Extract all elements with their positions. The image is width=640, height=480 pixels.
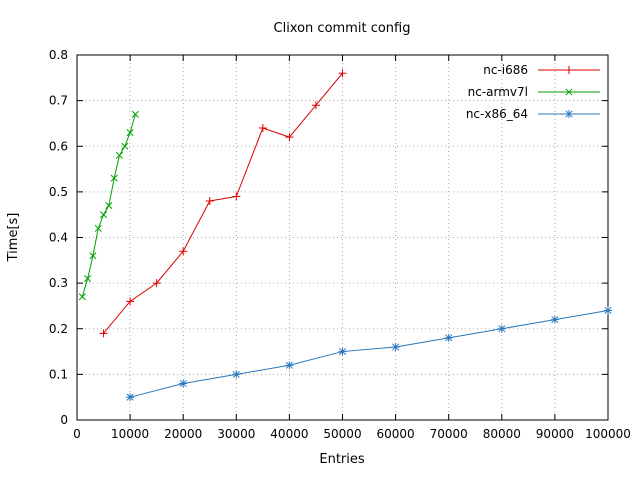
grid (76, 54, 609, 421)
x-tick-label: 50000 (323, 427, 361, 441)
x-tick-label: 10000 (111, 427, 149, 441)
plot-border (76, 54, 609, 421)
legend-marker-sample (565, 66, 573, 74)
series-line (129, 310, 609, 398)
plot-layers: 0 10000 20000 30000 40000 50000 60000 70000 8000… (49, 48, 631, 441)
y-tick-label: 0.2 (49, 322, 68, 336)
x-axis-label: Entries (319, 452, 365, 467)
legend-item-nc-i686: nc-i686 (483, 63, 600, 77)
x-tick-label: 0 (73, 427, 81, 441)
x-tick-label: 20000 (164, 427, 202, 441)
x-tick-label: 80000 (483, 427, 521, 441)
ticks: 0 10000 20000 30000 40000 50000 60000 70000 8000… (49, 48, 631, 441)
y-tick-label: 0.8 (49, 48, 68, 62)
legend-label: nc-i686 (483, 63, 528, 77)
series-markers (78, 110, 139, 301)
series-nc-x86_64 (126, 306, 612, 402)
legend: nc-i686 nc-armv7l nc-x86_64 (466, 63, 600, 121)
y-tick-label: 0.3 (49, 276, 68, 290)
x-tick-label: 100000 (585, 427, 631, 441)
y-tick-label: 0.5 (49, 185, 68, 199)
x-tick-label: 90000 (536, 427, 574, 441)
y-tick-label: 0.7 (49, 94, 68, 108)
x-tick-label: 40000 (270, 427, 308, 441)
x-tick-label: 60000 (377, 427, 415, 441)
y-tick-label: 0.1 (49, 367, 68, 381)
series-nc-i686 (99, 69, 347, 338)
legend-item-nc-x86_64: nc-x86_64 (466, 107, 600, 121)
legend-label: nc-x86_64 (466, 107, 528, 121)
legend-marker-sample (565, 88, 573, 96)
chart-title: Clixon commit config (274, 21, 411, 36)
legend-marker-sample (565, 110, 573, 118)
series-line (103, 72, 343, 334)
series-markers (99, 69, 347, 338)
series-markers (126, 306, 612, 402)
x-tick-label: 70000 (430, 427, 468, 441)
series-nc-armv7l (78, 110, 139, 301)
y-tick-label: 0.6 (49, 139, 68, 153)
legend-item-nc-armv7l: nc-armv7l (468, 85, 600, 99)
y-axis-label: Time[s] (6, 213, 21, 263)
legend-label: nc-armv7l (468, 85, 528, 99)
y-tick-label: 0.4 (49, 231, 68, 245)
x-tick-label: 30000 (217, 427, 255, 441)
y-tick-label: 0 (60, 413, 68, 427)
